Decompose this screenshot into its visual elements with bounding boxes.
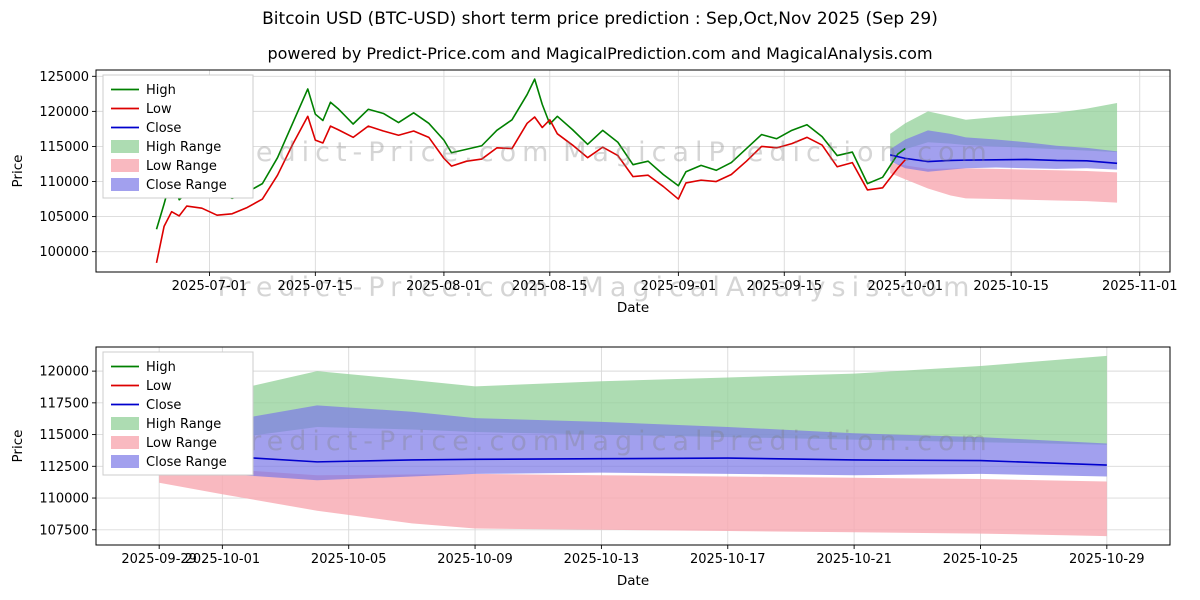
- axes-spines: [95, 69, 1171, 273]
- watermark: MagicalPrediction.com: [563, 426, 993, 457]
- svg-text:110000: 110000: [39, 175, 89, 190]
- y-axis-label: Price: [10, 155, 26, 188]
- svg-text:100000: 100000: [39, 245, 89, 260]
- powered-by-subtitle: powered by Predict-Price.com and Magical…: [267, 44, 933, 63]
- series-high-line: [155, 78, 906, 230]
- legend-label-close-range: Close Range: [146, 178, 227, 193]
- svg-text:2025-10-01: 2025-10-01: [868, 279, 944, 294]
- y-axis-label: Price: [10, 430, 26, 463]
- legend-label-high: High: [146, 360, 176, 375]
- legend-label-low: Low: [146, 102, 172, 117]
- legend-label-close: Close: [146, 121, 181, 136]
- series-close-line: [889, 154, 1118, 165]
- watermark: Predict-Price.com: [218, 272, 555, 303]
- legend-label-high-range: High Range: [146, 417, 221, 432]
- tick-labels: 2025-07-01 2025-07-15 2025-08-01 2025-08-15…: [39, 70, 1177, 294]
- legend-swatch-low-range: [111, 436, 139, 449]
- svg-text:115000: 115000: [39, 428, 89, 443]
- svg-text:115000: 115000: [39, 140, 89, 155]
- watermark: MagicalAnalysis.com: [581, 272, 976, 303]
- price-history-chart: Predict-Price.com MagicalPrediction.com Pr…: [10, 69, 1178, 316]
- legend-swatch-high-range: [111, 417, 139, 430]
- legend-label-high: High: [146, 83, 176, 98]
- grid: [96, 70, 1170, 272]
- legend-swatch-low-range: [111, 159, 139, 172]
- legend-label-high-range: High Range: [146, 140, 221, 155]
- svg-text:2025-08-01: 2025-08-01: [406, 279, 482, 294]
- svg-text:2025-10-01: 2025-10-01: [185, 552, 261, 567]
- svg-text:105000: 105000: [39, 210, 89, 225]
- svg-text:2025-07-01: 2025-07-01: [172, 279, 248, 294]
- band-high-range: [159, 355, 1107, 455]
- svg-text:2025-07-15: 2025-07-15: [278, 279, 354, 294]
- svg-text:2025-10-15: 2025-10-15: [973, 279, 1049, 294]
- legend: High Low Close High Range Low Range Close Ran…: [102, 351, 254, 476]
- svg-text:2025-10-25: 2025-10-25: [943, 552, 1019, 567]
- svg-text:120000: 120000: [39, 105, 89, 120]
- svg-text:117500: 117500: [39, 396, 89, 411]
- band-high-range: [890, 102, 1118, 158]
- band-low-range: [159, 463, 1107, 537]
- x-axis-label: Date: [617, 300, 649, 316]
- svg-text:2025-10-17: 2025-10-17: [690, 552, 766, 567]
- watermark: Predict-Price.com: [228, 426, 565, 457]
- svg-text:2025-10-05: 2025-10-05: [311, 552, 387, 567]
- legend-swatch-close-range: [111, 455, 139, 468]
- legend-swatch-close-range: [111, 178, 139, 191]
- band-close-range: [159, 405, 1107, 481]
- legend-label-close: Close: [146, 398, 181, 413]
- svg-text:112500: 112500: [39, 460, 89, 475]
- axes-spines: [95, 346, 1171, 546]
- watermark: MagicalPrediction.com: [563, 137, 993, 168]
- svg-text:2025-09-15: 2025-09-15: [746, 279, 822, 294]
- svg-text:107500: 107500: [39, 523, 89, 538]
- svg-text:2025-10-29: 2025-10-29: [1069, 552, 1145, 567]
- series-close-line: [159, 449, 1107, 466]
- watermark: Predict-Price.com: [218, 137, 555, 168]
- svg-text:110000: 110000: [39, 492, 89, 507]
- legend-label-low-range: Low Range: [146, 436, 217, 451]
- legend: High Low Close High Range Low Range Close Ran…: [102, 74, 254, 199]
- legend-label-low: Low: [146, 379, 172, 394]
- svg-text:2025-10-21: 2025-10-21: [816, 552, 892, 567]
- svg-text:2025-10-09: 2025-10-09: [437, 552, 513, 567]
- svg-text:2025-11-01: 2025-11-01: [1102, 279, 1178, 294]
- legend-label-low-range: Low Range: [146, 159, 217, 174]
- svg-text:2025-08-15: 2025-08-15: [512, 279, 588, 294]
- figure-title: Bitcoin USD (BTC-USD) short term price p…: [262, 9, 938, 29]
- band-low-range: [890, 162, 1118, 203]
- svg-text:120000: 120000: [39, 365, 89, 380]
- legend-label-close-range: Close Range: [146, 455, 227, 470]
- svg-text:2025-09-29: 2025-09-29: [121, 552, 197, 567]
- svg-text:125000: 125000: [39, 70, 89, 85]
- svg-text:2025-10-13: 2025-10-13: [564, 552, 640, 567]
- legend-swatch-high-range: [111, 140, 139, 153]
- svg-text:2025-09-01: 2025-09-01: [641, 279, 717, 294]
- x-axis-label: Date: [617, 573, 649, 589]
- series-low-line: [155, 115, 906, 264]
- price-forecast-chart: Predict-Price.comMagicalPrediction.com20…: [10, 346, 1171, 589]
